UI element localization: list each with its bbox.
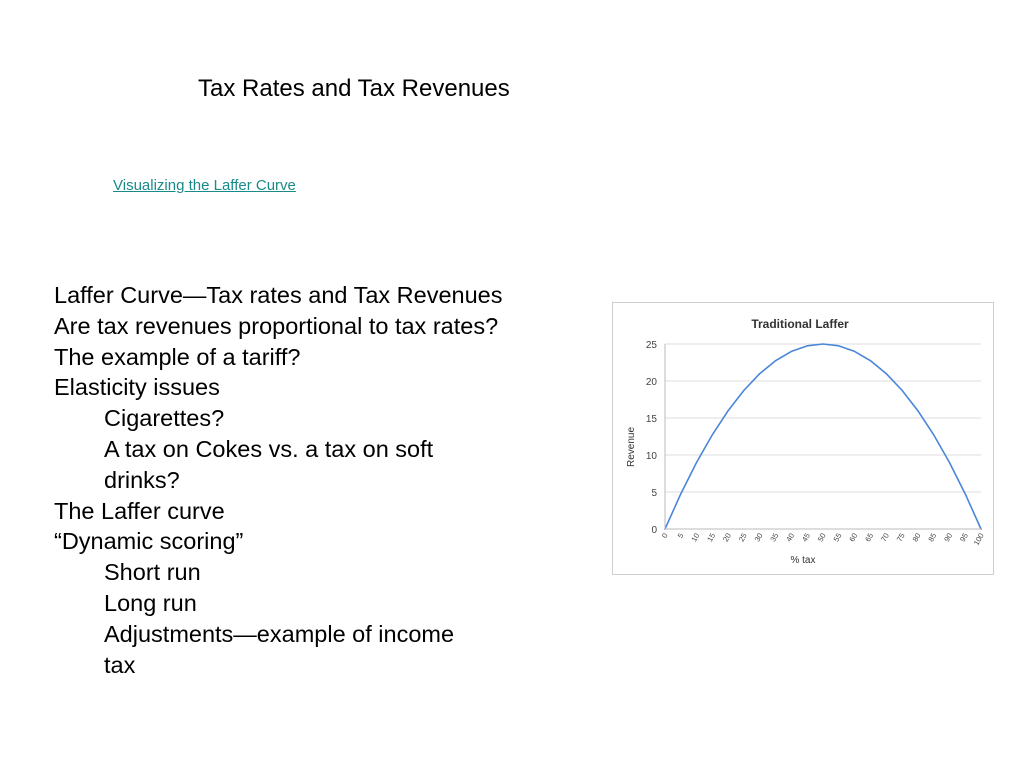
- x-tick-label: 20: [721, 532, 733, 544]
- x-tick-label: 80: [911, 532, 923, 544]
- x-tick-label: 35: [768, 532, 780, 544]
- x-tick-label: 85: [926, 532, 938, 544]
- x-tick-label: 60: [847, 532, 859, 544]
- x-tick-label: 90: [942, 532, 954, 544]
- bullet-item: Elasticity issues: [54, 374, 220, 401]
- x-tick-label: 100: [972, 532, 986, 547]
- y-tick-label: 10: [646, 451, 658, 462]
- chart-y-axis-label: Revenue: [626, 427, 637, 467]
- chart-y-ticks: 0 5 10 15 20 25: [646, 340, 658, 536]
- x-tick-label: 95: [958, 532, 970, 544]
- slide-title: Tax Rates and Tax Revenues: [198, 75, 510, 102]
- x-tick-label: 40: [784, 532, 796, 544]
- series-line: [664, 343, 982, 530]
- x-tick-label: 15: [705, 532, 717, 544]
- laffer-chart-svg: Traditional Laffer Revenue % tax 0510152…: [626, 317, 986, 566]
- x-tick-label: 75: [895, 532, 907, 544]
- bullet-item: The example of a tariff?: [54, 343, 301, 370]
- bullet-item: The Laffer curve: [54, 497, 225, 524]
- y-tick-label: 5: [651, 488, 657, 499]
- x-tick-label: 0: [660, 532, 670, 540]
- bullet-list: Laffer Curve—Tax rates and Tax Revenues …: [54, 280, 554, 680]
- visualizing-laffer-curve-link[interactable]: Visualizing the Laffer Curve: [113, 177, 296, 194]
- x-tick-label: 30: [753, 532, 765, 544]
- sub-bullet-item: Cigarettes?: [104, 405, 225, 432]
- chart-x-ticks: 0 5 10 15 20 25 30 35 40 45 50 55 60 65 70 75 80 85 90 95 10…: [660, 532, 986, 547]
- x-tick-label: 10: [689, 532, 701, 544]
- bullet-item: “Dynamic scoring”: [54, 528, 244, 555]
- x-tick-label: 65: [863, 532, 875, 544]
- chart-axes: [664, 344, 981, 530]
- bullet-item: Laffer Curve—Tax rates and Tax Revenues: [54, 282, 503, 308]
- y-tick-label: 20: [646, 377, 658, 388]
- x-tick-label: 5: [676, 532, 686, 540]
- chart-series: [664, 343, 982, 530]
- y-tick-label: 25: [646, 340, 658, 351]
- x-tick-label: 50: [816, 532, 828, 544]
- x-tick-label: 25: [737, 532, 749, 544]
- chart-x-axis-label: % tax: [790, 555, 815, 566]
- sub-bullet-item: Short run: [104, 559, 201, 586]
- sub-bullet-item: A tax on Cokes vs. a tax on soft drinks?: [104, 435, 434, 493]
- sub-bullet-item: Adjustments—example of income tax: [104, 620, 455, 678]
- laffer-chart: Traditional Laffer Revenue % tax 0 5 10 15 2…: [612, 302, 994, 575]
- chart-title: Traditional Laffer: [751, 317, 849, 331]
- x-tick-label: 45: [800, 532, 812, 544]
- chart-grid: [665, 343, 981, 530]
- x-tick-label: 55: [832, 532, 844, 544]
- y-tick-label: 0: [651, 525, 657, 536]
- x-tick-label: 70: [879, 532, 891, 544]
- sub-bullet-item: Long run: [104, 589, 197, 616]
- y-tick-label: 15: [646, 414, 658, 425]
- bullet-item: Are tax revenues proportional to tax rat…: [54, 312, 499, 339]
